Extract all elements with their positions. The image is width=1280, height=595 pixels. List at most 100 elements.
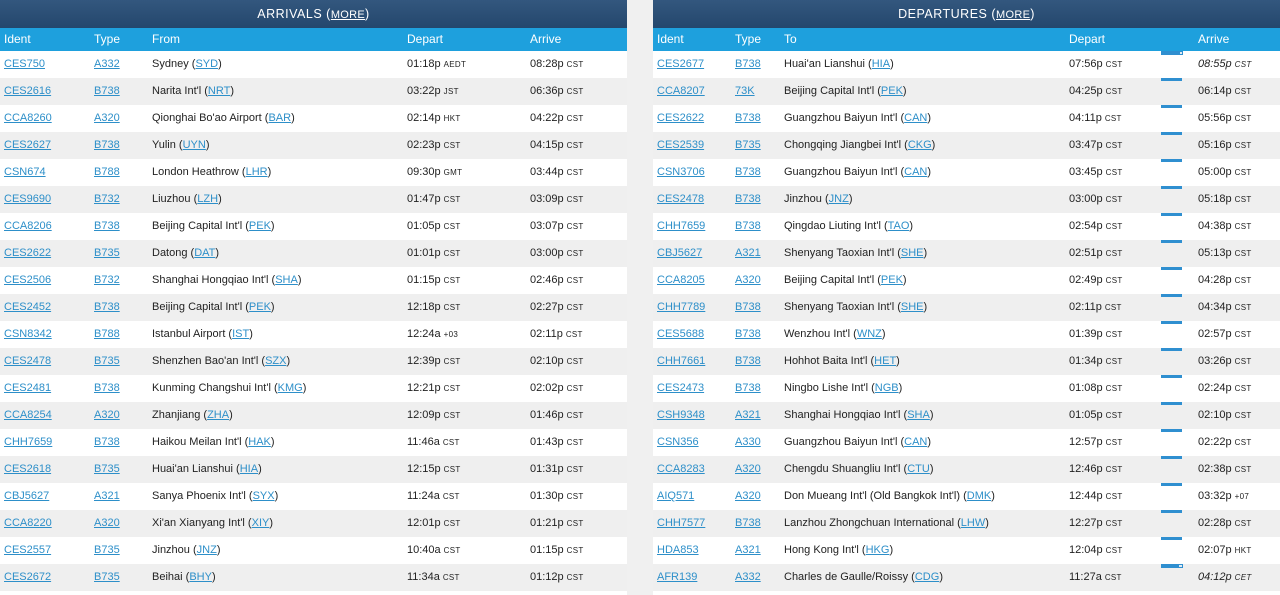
ident-link[interactable]: CCA8220 <box>4 517 52 529</box>
airport-code-link[interactable]: SYD <box>195 58 219 70</box>
ident-link[interactable]: CES2539 <box>657 139 705 151</box>
aircraft-type-link[interactable]: B738 <box>735 382 761 394</box>
aircraft-type-link[interactable]: A332 <box>735 571 761 583</box>
ident-link[interactable]: CES2452 <box>4 301 52 313</box>
airport-code-link[interactable]: JNZ <box>828 193 849 205</box>
airport-code-link[interactable]: LHR <box>245 166 268 178</box>
aircraft-type-link[interactable]: A321 <box>94 490 120 502</box>
aircraft-type-link[interactable]: B735 <box>94 571 120 583</box>
ident-link[interactable]: CES9690 <box>4 193 52 205</box>
ident-link[interactable]: CSN674 <box>4 166 46 178</box>
ident-link[interactable]: CCA8260 <box>4 112 52 124</box>
ident-link[interactable]: CES2473 <box>657 382 705 394</box>
airport-code-link[interactable]: IST <box>232 328 250 340</box>
departures-more-link[interactable]: MORE <box>996 9 1031 21</box>
aircraft-type-link[interactable]: B738 <box>735 112 761 124</box>
aircraft-type-link[interactable]: B738 <box>735 220 761 232</box>
ident-link[interactable]: CSN3706 <box>657 166 705 178</box>
airport-code-link[interactable]: SHE <box>900 247 924 259</box>
ident-link[interactable]: HDA853 <box>657 544 699 556</box>
airport-code-link[interactable]: CAN <box>904 436 928 448</box>
airport-code-link[interactable]: BAR <box>268 112 292 124</box>
aircraft-type-link[interactable]: B788 <box>94 166 120 178</box>
airport-code-link[interactable]: NRT <box>207 85 231 97</box>
aircraft-type-link[interactable]: B738 <box>94 436 120 448</box>
col-arrive[interactable]: Arrive <box>1198 32 1230 46</box>
aircraft-type-link[interactable]: B735 <box>94 247 120 259</box>
arrivals-more-link[interactable]: MORE <box>330 9 366 21</box>
aircraft-type-link[interactable]: A320 <box>735 274 761 286</box>
airport-code-link[interactable]: SZX <box>265 355 287 367</box>
ident-link[interactable]: CSN356 <box>657 436 699 448</box>
airport-code-link[interactable]: LZH <box>197 193 219 205</box>
aircraft-type-link[interactable]: A321 <box>735 247 761 259</box>
ident-link[interactable]: CSN8342 <box>4 328 52 340</box>
airport-code-link[interactable]: HET <box>874 355 897 367</box>
airport-code-link[interactable]: PEK <box>880 274 903 286</box>
aircraft-type-link[interactable]: B732 <box>94 193 120 205</box>
airport-code-link[interactable]: SYX <box>252 490 275 502</box>
airport-code-link[interactable]: CAN <box>904 166 928 178</box>
airport-code-link[interactable]: SHA <box>275 274 298 286</box>
airport-code-link[interactable]: LHW <box>960 517 986 529</box>
airport-code-link[interactable]: XIY <box>251 517 270 529</box>
aircraft-type-link[interactable]: B735 <box>735 139 761 151</box>
aircraft-type-link[interactable]: A330 <box>735 436 761 448</box>
ident-link[interactable]: CES2622 <box>4 247 52 259</box>
ident-link[interactable]: AIQ571 <box>657 490 695 502</box>
airport-code-link[interactable]: ZHA <box>207 409 230 421</box>
ident-link[interactable]: CCA8206 <box>4 220 52 232</box>
airport-code-link[interactable]: DMK <box>966 490 992 502</box>
col-type[interactable]: Type <box>735 32 762 46</box>
airport-code-link[interactable]: CKG <box>907 139 932 151</box>
aircraft-type-link[interactable]: B788 <box>94 328 120 340</box>
airport-code-link[interactable]: HIA <box>239 463 259 475</box>
aircraft-type-link[interactable]: A320 <box>94 409 120 421</box>
ident-link[interactable]: CCA8283 <box>657 463 705 475</box>
ident-link[interactable]: CES2481 <box>4 382 52 394</box>
col-type[interactable]: Type <box>94 32 121 46</box>
aircraft-type-link[interactable]: A332 <box>94 58 120 70</box>
ident-link[interactable]: CHH7577 <box>657 517 706 529</box>
aircraft-type-link[interactable]: A320 <box>735 463 761 475</box>
aircraft-type-link[interactable]: B735 <box>94 355 120 367</box>
aircraft-type-link[interactable]: B735 <box>94 463 120 475</box>
ident-link[interactable]: CCA8254 <box>4 409 52 421</box>
aircraft-type-link[interactable]: B738 <box>94 220 120 232</box>
airport-code-link[interactable]: TAO <box>887 220 910 232</box>
aircraft-type-link[interactable]: B738 <box>735 517 761 529</box>
ident-link[interactable]: CHH7659 <box>4 436 53 448</box>
aircraft-type-link[interactable]: B738 <box>94 139 120 151</box>
airport-code-link[interactable]: HIA <box>871 58 891 70</box>
ident-link[interactable]: CES2672 <box>4 571 52 583</box>
aircraft-type-link[interactable]: B738 <box>735 355 761 367</box>
ident-link[interactable]: CBJ5627 <box>4 490 50 502</box>
ident-link[interactable]: CBJ5627 <box>657 247 703 259</box>
col-depart[interactable]: Depart <box>1069 32 1106 46</box>
aircraft-type-link[interactable]: A321 <box>735 409 761 421</box>
airport-code-link[interactable]: BHY <box>189 571 212 583</box>
airport-code-link[interactable]: SHA <box>907 409 930 421</box>
aircraft-type-link[interactable]: B738 <box>94 301 120 313</box>
airport-code-link[interactable]: UYN <box>182 139 206 151</box>
aircraft-type-link[interactable]: A320 <box>94 112 120 124</box>
ident-link[interactable]: CCA8207 <box>657 85 705 97</box>
aircraft-type-link[interactable]: A320 <box>94 517 120 529</box>
airport-code-link[interactable]: CAN <box>904 112 928 124</box>
ident-link[interactable]: CES2478 <box>4 355 52 367</box>
ident-link[interactable]: AFR139 <box>657 571 698 583</box>
airport-code-link[interactable]: WNZ <box>856 328 882 340</box>
aircraft-type-link[interactable]: B735 <box>94 544 120 556</box>
ident-link[interactable]: CSH9348 <box>657 409 705 421</box>
aircraft-type-link[interactable]: B738 <box>735 58 761 70</box>
aircraft-type-link[interactable]: A321 <box>735 544 761 556</box>
aircraft-type-link[interactable]: B732 <box>94 274 120 286</box>
ident-link[interactable]: CHH7789 <box>657 301 706 313</box>
aircraft-type-link[interactable]: A320 <box>735 490 761 502</box>
col-ident[interactable]: Ident <box>4 32 31 46</box>
airport-code-link[interactable]: DAT <box>194 247 216 259</box>
aircraft-type-link[interactable]: B738 <box>94 382 120 394</box>
ident-link[interactable]: CES2557 <box>4 544 52 556</box>
airport-code-link[interactable]: PEK <box>248 220 271 232</box>
airport-code-link[interactable]: KMG <box>277 382 303 394</box>
